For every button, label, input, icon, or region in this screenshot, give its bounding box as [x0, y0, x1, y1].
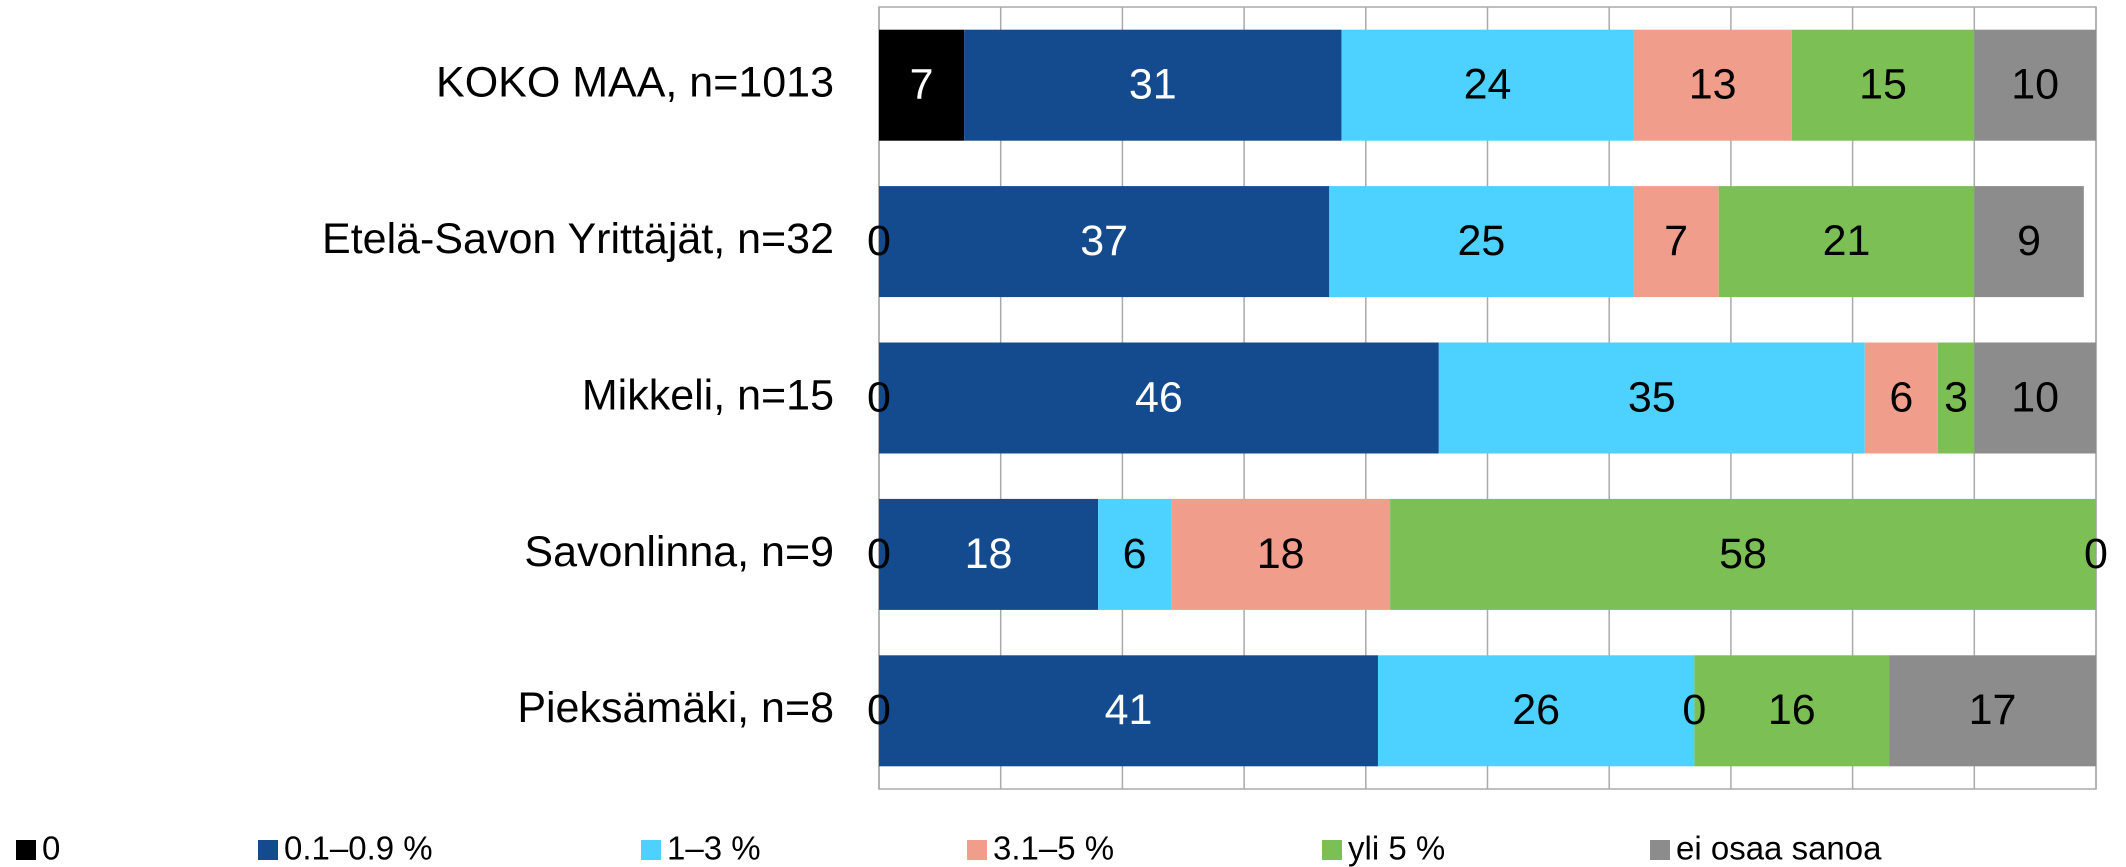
bar-segment: [1098, 498, 1172, 610]
data-label: 6: [1889, 373, 1913, 421]
bar-segment: [1329, 186, 1634, 298]
legend-swatch: [1650, 840, 1670, 860]
data-label: 35: [1628, 373, 1676, 421]
bar-segment: [879, 498, 1099, 610]
data-label: 3: [1944, 373, 1968, 421]
data-label: 0: [1682, 686, 1706, 734]
bar-segment: [1171, 498, 1391, 610]
legend-label: ei osaa sanoa: [1676, 830, 1882, 867]
data-label: 41: [1105, 686, 1153, 734]
legend-swatch: [1322, 840, 1342, 860]
legend-label: 0.1–0.9 %: [284, 830, 433, 867]
data-label: 10: [2011, 61, 2059, 109]
data-label: 58: [1719, 530, 1767, 578]
data-label: 17: [1969, 686, 2017, 734]
legend-swatch: [641, 840, 661, 860]
data-label: 18: [1257, 530, 1305, 578]
bar-segment: [879, 655, 1378, 767]
bar-segment: [1974, 186, 2084, 298]
data-label: 9: [2017, 217, 2041, 265]
data-label: 0: [867, 217, 891, 265]
data-label: 7: [910, 61, 934, 109]
legend-label: 3.1–5 %: [993, 830, 1114, 867]
legend-swatch: [16, 840, 36, 860]
legend-label: 1–3 %: [667, 830, 761, 867]
data-label: 0: [867, 373, 891, 421]
category-label: Savonlinna, n=9: [524, 528, 834, 576]
legend-swatch: [258, 840, 278, 860]
bar-segment: [1937, 342, 1975, 454]
bar-segment: [1974, 342, 2096, 454]
data-label: 37: [1080, 217, 1128, 265]
data-label: 15: [1859, 61, 1907, 109]
data-label: 6: [1123, 530, 1147, 578]
bar-segment: [879, 29, 965, 141]
bar-segment: [1390, 498, 2096, 610]
category-label: Etelä-Savon Yrittäjät, n=32: [322, 215, 834, 263]
data-label: 10: [2011, 373, 2059, 421]
bar-segment: [1791, 29, 1975, 141]
data-label: 0: [867, 530, 891, 578]
bar-segment: [879, 342, 1439, 454]
data-label: 25: [1457, 217, 1505, 265]
bar-segment: [1864, 342, 1938, 454]
bar-segment: [1974, 29, 2096, 141]
data-label: 0: [2084, 530, 2108, 578]
bar-segment: [1633, 186, 1719, 298]
data-label: 24: [1464, 61, 1512, 109]
bar-segment: [964, 29, 1342, 141]
bar-segment: [1438, 342, 1865, 454]
legend-swatch: [967, 840, 987, 860]
bar-segment: [1633, 29, 1792, 141]
category-label: KOKO MAA, n=1013: [436, 59, 834, 107]
data-label: 16: [1768, 686, 1816, 734]
category-label: Pieksämäki, n=8: [517, 684, 834, 732]
bar-segment: [1377, 655, 1695, 767]
legend-label: 0: [42, 830, 60, 867]
bar-segment: [1694, 655, 1890, 767]
bar-segment: [1341, 29, 1634, 141]
data-label: 26: [1512, 686, 1560, 734]
data-label: 18: [965, 530, 1013, 578]
legend-label: yli 5 %: [1348, 830, 1445, 867]
data-label: 13: [1689, 61, 1737, 109]
data-label: 0: [867, 686, 891, 734]
bar-segment: [1718, 186, 1975, 298]
data-label: 31: [1129, 61, 1177, 109]
data-label: 21: [1823, 217, 1871, 265]
data-label: 7: [1664, 217, 1688, 265]
bar-segment: [1889, 655, 2096, 767]
bar-segment: [879, 186, 1330, 298]
data-label: 46: [1135, 373, 1183, 421]
category-label: Mikkeli, n=15: [582, 371, 834, 419]
